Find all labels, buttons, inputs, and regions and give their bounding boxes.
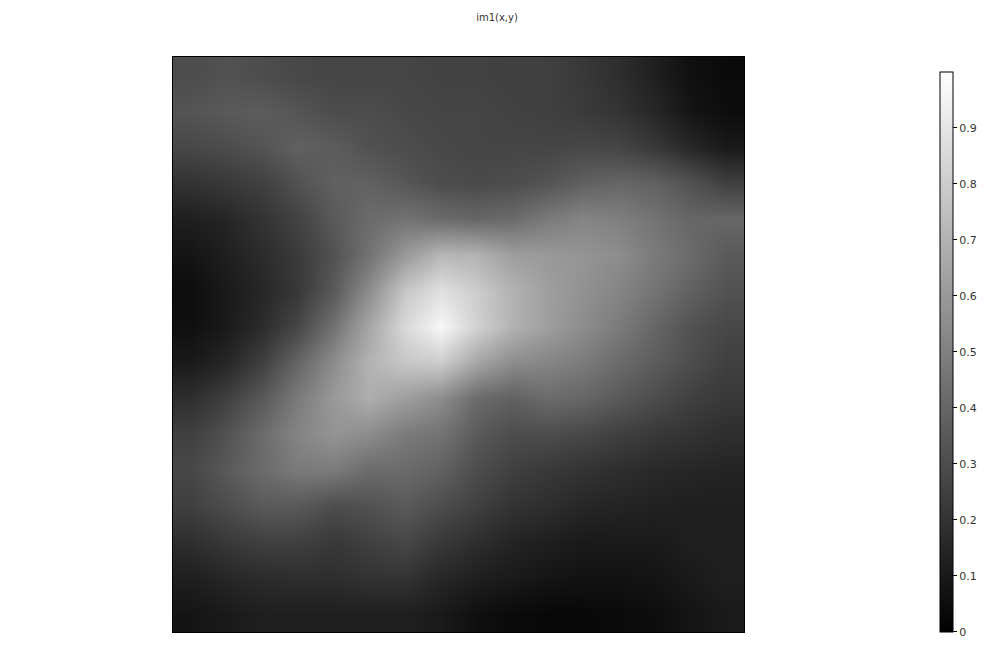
svg-text:0.6: 0.6 bbox=[959, 290, 977, 303]
svg-text:0.8: 0.8 bbox=[959, 178, 977, 191]
svg-text:0.4: 0.4 bbox=[959, 402, 977, 415]
svg-text:0.9: 0.9 bbox=[959, 122, 977, 135]
svg-text:0.5: 0.5 bbox=[959, 346, 977, 359]
svg-text:im1(x,y): im1(x,y) bbox=[476, 12, 518, 23]
svg-text:0: 0 bbox=[959, 626, 966, 639]
svg-text:0.7: 0.7 bbox=[959, 234, 977, 247]
svg-text:0.1: 0.1 bbox=[959, 570, 977, 583]
svg-text:0.2: 0.2 bbox=[959, 514, 977, 527]
svg-text:0.3: 0.3 bbox=[959, 458, 977, 471]
